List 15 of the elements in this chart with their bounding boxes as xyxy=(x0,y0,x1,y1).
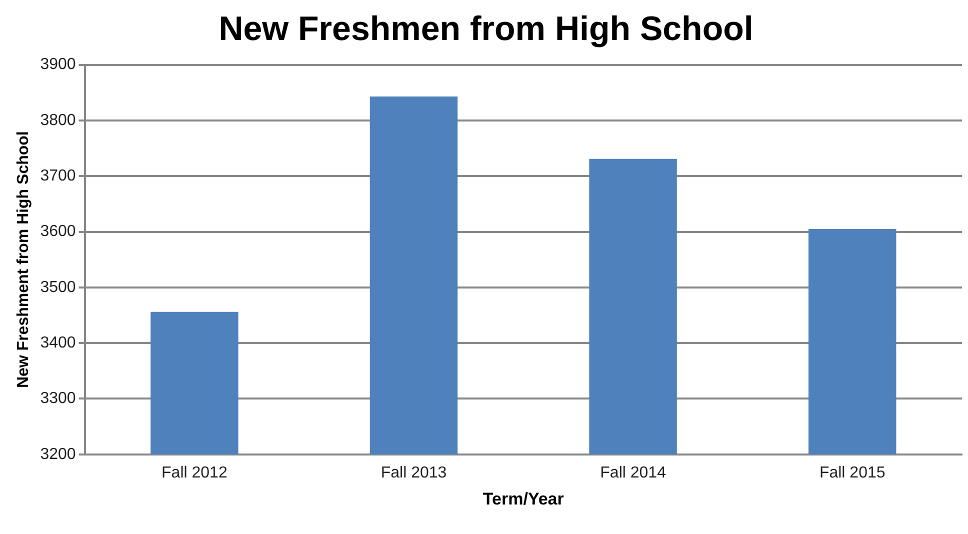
x-tick-label: Fall 2015 xyxy=(819,464,886,482)
y-tick-label: 3200 xyxy=(40,446,76,463)
y-tick-label: 3700 xyxy=(40,168,76,185)
x-tick-label: Fall 2012 xyxy=(162,464,228,482)
y-tick-label: 3400 xyxy=(40,334,76,352)
y-tick-label: 3900 xyxy=(40,56,76,74)
y-axis-title: New Freshment from High School xyxy=(15,131,32,388)
y-tick-label: 3600 xyxy=(40,223,76,240)
x-tick-label: Fall 2014 xyxy=(600,464,666,482)
x-tick-label: Fall 2013 xyxy=(380,464,447,482)
chart-title: New Freshmen from High School xyxy=(218,10,754,48)
y-tick-label: 3500 xyxy=(40,278,76,296)
y-tick-label: 3300 xyxy=(40,390,76,408)
x-axis-title: Term/Year xyxy=(482,489,564,508)
y-tick-label: 3800 xyxy=(40,112,76,129)
